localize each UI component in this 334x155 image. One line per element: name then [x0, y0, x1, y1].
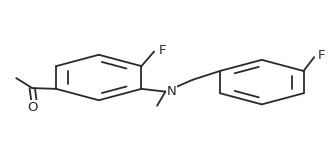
Text: N: N — [167, 84, 176, 97]
Text: O: O — [27, 101, 37, 114]
Text: F: F — [318, 49, 325, 62]
Text: F: F — [158, 44, 166, 57]
